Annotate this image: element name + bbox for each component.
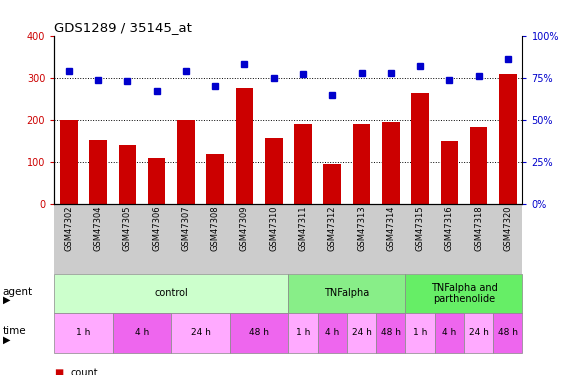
Bar xyxy=(265,138,283,204)
Bar xyxy=(236,88,254,204)
Bar xyxy=(177,120,195,204)
Text: 48 h: 48 h xyxy=(381,328,401,338)
Bar xyxy=(119,146,136,204)
Bar xyxy=(60,120,78,204)
Text: ▶: ▶ xyxy=(3,334,10,345)
Text: 4 h: 4 h xyxy=(325,328,339,338)
Text: 24 h: 24 h xyxy=(352,328,372,338)
Text: 24 h: 24 h xyxy=(469,328,489,338)
Text: TNFalpha: TNFalpha xyxy=(324,288,369,298)
Bar xyxy=(353,124,370,204)
Bar xyxy=(148,158,166,204)
Text: ■: ■ xyxy=(54,368,63,375)
Bar xyxy=(207,154,224,204)
Text: TNFalpha and
parthenolide: TNFalpha and parthenolide xyxy=(431,283,497,304)
Bar xyxy=(441,141,458,204)
Text: count: count xyxy=(70,368,98,375)
Bar xyxy=(89,140,107,204)
Bar xyxy=(499,74,517,204)
Text: 1 h: 1 h xyxy=(296,328,310,338)
Text: 1 h: 1 h xyxy=(413,328,427,338)
Text: agent: agent xyxy=(3,286,33,297)
Text: 4 h: 4 h xyxy=(442,328,456,338)
Text: 24 h: 24 h xyxy=(191,328,211,338)
Text: 1 h: 1 h xyxy=(77,328,91,338)
Bar xyxy=(323,164,341,204)
Text: 4 h: 4 h xyxy=(135,328,149,338)
Text: control: control xyxy=(154,288,188,298)
Bar xyxy=(470,127,488,204)
Bar xyxy=(382,122,400,204)
Text: ▶: ▶ xyxy=(3,295,10,305)
Bar xyxy=(294,124,312,204)
Text: 48 h: 48 h xyxy=(249,328,269,338)
Bar xyxy=(411,93,429,204)
Text: GDS1289 / 35145_at: GDS1289 / 35145_at xyxy=(54,21,192,34)
Text: time: time xyxy=(3,326,26,336)
Text: 48 h: 48 h xyxy=(498,328,518,338)
